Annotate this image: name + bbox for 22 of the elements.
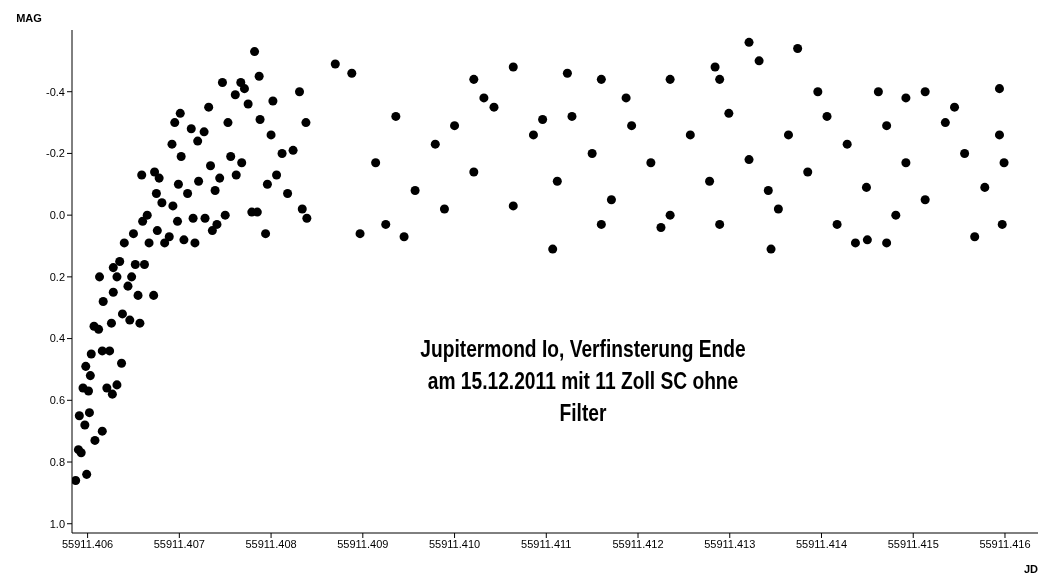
y-tick-label: -0.2 [46,147,65,160]
y-tick-label: 1.0 [49,517,65,530]
y-tick-label: 0.8 [49,455,65,468]
x-tick-label: 55911.407 [153,537,205,550]
x-tick-label: 55911.409 [337,537,389,550]
y-tick-label: 0.0 [49,209,65,222]
x-tick-label: 55911.408 [245,537,297,550]
x-tick-label: 55911.415 [887,537,939,550]
x-tick-label: 55911.411 [521,537,572,550]
x-axis-title: JD [1023,563,1039,575]
x-tick-label: 55911.413 [704,537,756,550]
y-tick-label: 0.6 [49,394,65,407]
x-tick-label: 55911.414 [795,537,848,550]
y-tick-label: 0.4 [49,332,65,345]
x-tick-label: 55911.410 [428,537,481,550]
y-tick-label: -0.4 [46,85,65,98]
x-tick-label: 55911.406 [62,537,114,550]
y-tick-label: 0.2 [49,270,65,283]
annotation: Jupitermond Io, Verfinsterung Ende am 15.12.2011 mit 11 Zoll SC ohne Filter [419,334,747,428]
y-axis-title: MAG [16,12,42,24]
x-tick-label: 55911.412 [612,537,664,550]
x-tick-label: 55911.416 [979,537,1031,550]
